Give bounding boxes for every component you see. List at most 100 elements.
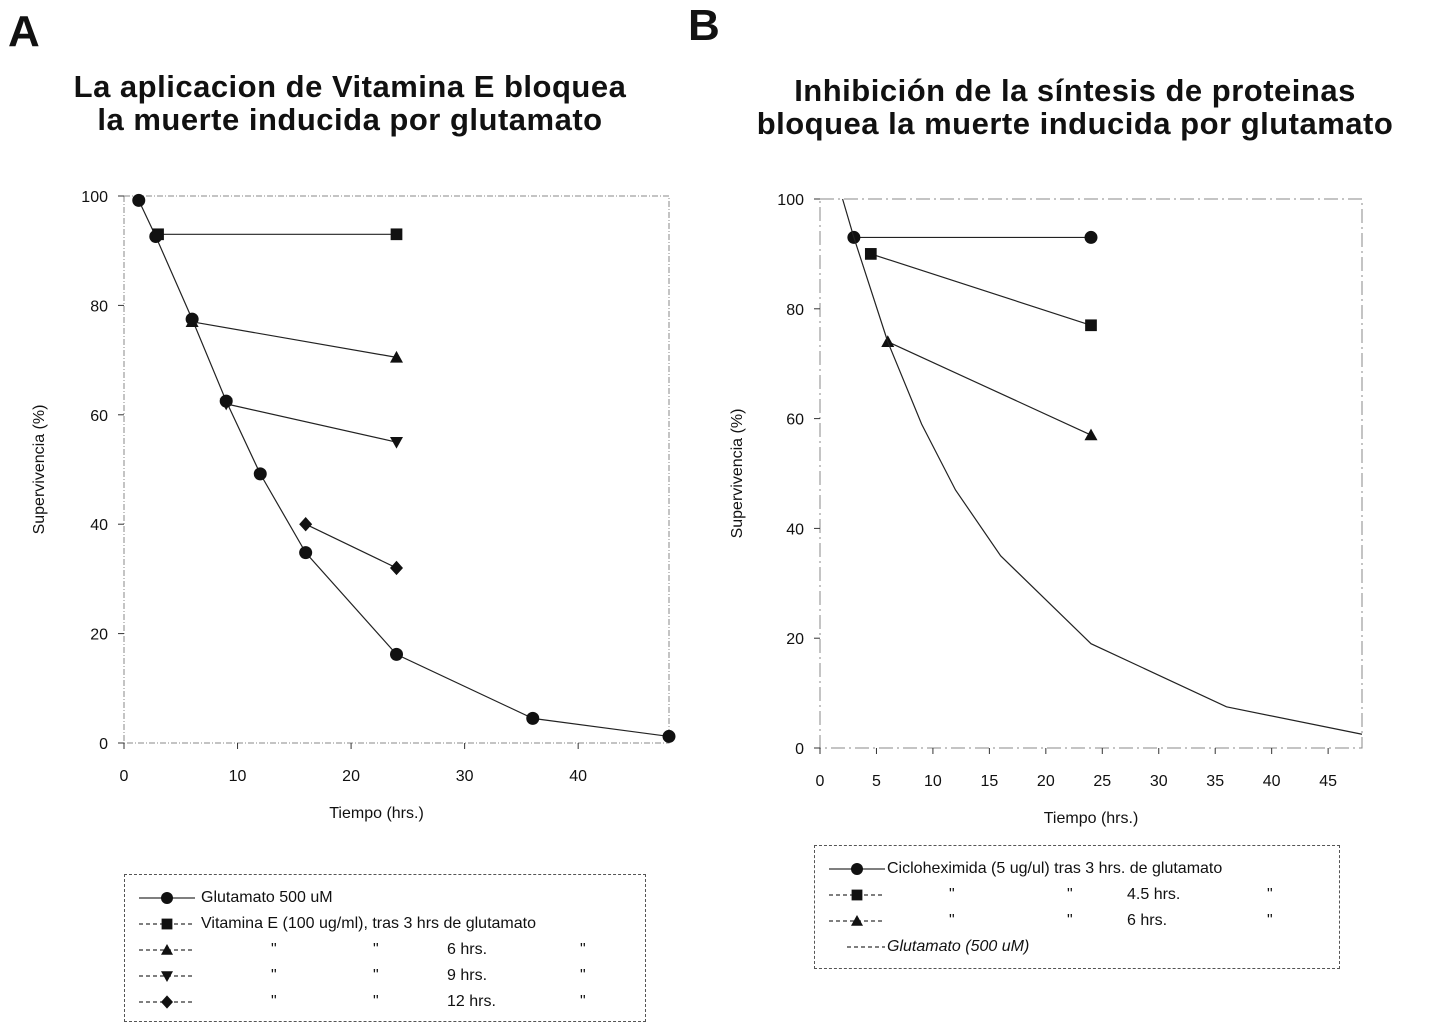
plot-frame — [123, 195, 670, 744]
x-tick-label: 10 — [229, 768, 247, 785]
legend-entry: Cicloheximida (5 ug/ul) tras 3 hrs. de g… — [815, 858, 1339, 880]
data-point — [152, 228, 164, 241]
legend-label: Vitamina E (100 ug/ml), tras 3 hrs de gl… — [201, 915, 536, 932]
y-axis-label: Supervivencia (%) — [31, 405, 48, 535]
y-tick-label: 100 — [81, 189, 108, 206]
panel-b-title-line1: Inhibición de la síntesis de proteinas — [794, 73, 1356, 108]
legend-panel-b: Cicloheximida (5 ug/ul) tras 3 hrs. de g… — [814, 845, 1340, 969]
legend-hrs: 9 hrs. — [447, 967, 488, 984]
legend-marker — [851, 889, 863, 901]
x-tick-label: 20 — [1037, 773, 1055, 790]
x-tick-label: 30 — [456, 768, 474, 785]
data-point — [1084, 230, 1098, 244]
legend-symbol — [135, 991, 199, 1013]
data-point — [253, 467, 267, 481]
legend-entry: Vitamina E (100 ug/ml), tras 3 hrs de gl… — [125, 913, 645, 935]
legend-entry: " " 6 hrs. " — [125, 939, 645, 961]
panel-b-title: Inhibición de la síntesis de proteinas b… — [720, 74, 1430, 140]
panel-a-title: La aplicacion de Vitamina E bloquea la m… — [20, 70, 680, 136]
legend-ditto: " — [580, 941, 586, 958]
data-point — [132, 193, 146, 207]
y-axis-label: Supervivencia (%) — [729, 409, 746, 539]
y-tick-label: 100 — [777, 192, 804, 209]
legend-entry: Glutamato (500 uM) — [815, 936, 1339, 958]
legend-ditto: " — [949, 886, 955, 903]
legend-hrs: 4.5 hrs. — [1127, 886, 1181, 903]
legend-entry: " " 6 hrs. " — [815, 910, 1339, 932]
legend-ditto: " — [1067, 912, 1073, 929]
y-tick-label: 40 — [90, 517, 108, 534]
x-tick-label: 0 — [120, 768, 129, 785]
legend-ditto: " — [373, 993, 379, 1010]
legend-symbol — [825, 884, 889, 906]
legend-ditto: " — [580, 967, 586, 984]
legend-marker — [161, 918, 173, 930]
legend-ditto: " — [271, 941, 277, 958]
data-point — [390, 350, 403, 363]
legend-ditto: " — [1267, 912, 1273, 929]
chart-b: 0 20 40 60 80 100 0 5 10 15 20 25 30 35 40 45 Tiempo (hr… — [729, 192, 1363, 827]
plot-frame — [819, 198, 1363, 749]
x-tick-label: 10 — [924, 773, 942, 790]
y-tick-label: 20 — [90, 627, 108, 644]
panel-a-title-line2: la muerte inducida por glutamato — [97, 102, 603, 137]
panel-b-letter: B — [688, 1, 720, 50]
legend-entry: " " 4.5 hrs. " — [815, 884, 1339, 906]
data-point — [185, 315, 199, 328]
y-tick-label: 0 — [99, 736, 108, 753]
x-tick-label: 40 — [1263, 773, 1281, 790]
legend-marker — [851, 915, 863, 926]
data-point — [219, 398, 233, 411]
legend-ditto: " — [949, 912, 955, 929]
series-line — [842, 198, 1363, 735]
legend-symbol — [825, 910, 889, 932]
panel-a-title-line1: La aplicacion de Vitamina E bloquea — [73, 69, 627, 104]
legend-marker — [161, 944, 173, 955]
x-axis-label: Tiempo (hrs.) — [1044, 810, 1139, 827]
legend-marker — [161, 892, 173, 904]
legend-hrs: 6 hrs. — [447, 941, 488, 958]
legend-symbol — [135, 965, 199, 987]
series-line — [887, 341, 1092, 436]
y-tick-label: 60 — [90, 408, 108, 425]
chart-a: 0 20 40 60 80 100 0 10 20 30 40 Tiempo (hrs.) Superv… — [31, 189, 676, 822]
legend-entry: Glutamato 500 uM — [125, 887, 645, 909]
y-tick-label: 60 — [786, 412, 804, 429]
x-tick-label: 15 — [980, 773, 998, 790]
data-point — [390, 436, 403, 449]
legend-symbol — [825, 936, 889, 958]
legend-ditto: " — [373, 941, 379, 958]
x-tick-label: 0 — [816, 773, 825, 790]
data-point — [390, 647, 403, 661]
series-line — [305, 523, 397, 569]
x-tick-label: 40 — [569, 768, 587, 785]
legend-ditto: " — [271, 993, 277, 1010]
series-line — [226, 403, 397, 443]
data-point — [1084, 428, 1098, 441]
legend-marker — [161, 995, 173, 1009]
data-point — [299, 546, 313, 560]
y-tick-label: 80 — [786, 302, 804, 319]
legend-label: Cicloheximida (5 ug/ul) tras 3 hrs. de g… — [887, 860, 1223, 877]
data-point — [390, 228, 403, 241]
legend-entry: " " 12 hrs. " — [125, 991, 645, 1013]
x-tick-label: 20 — [342, 768, 360, 785]
y-tick-label: 0 — [795, 741, 804, 758]
legend-marker — [161, 971, 173, 982]
y-tick-label: 40 — [786, 521, 804, 538]
series-line — [138, 200, 670, 738]
y-tick-label: 20 — [786, 631, 804, 648]
legend-marker — [851, 863, 863, 875]
legend-hrs: 6 hrs. — [1127, 912, 1168, 929]
legend-symbol — [825, 858, 889, 880]
x-tick-label: 30 — [1150, 773, 1168, 790]
x-tick-label: 25 — [1093, 773, 1111, 790]
legend-hrs: 12 hrs. — [447, 993, 496, 1010]
legend-ditto: " — [1267, 886, 1273, 903]
legend-symbol — [135, 939, 199, 961]
data-point — [526, 711, 540, 725]
legend-ditto: " — [271, 967, 277, 984]
legend-symbol — [135, 887, 199, 909]
series-line — [870, 253, 1092, 326]
